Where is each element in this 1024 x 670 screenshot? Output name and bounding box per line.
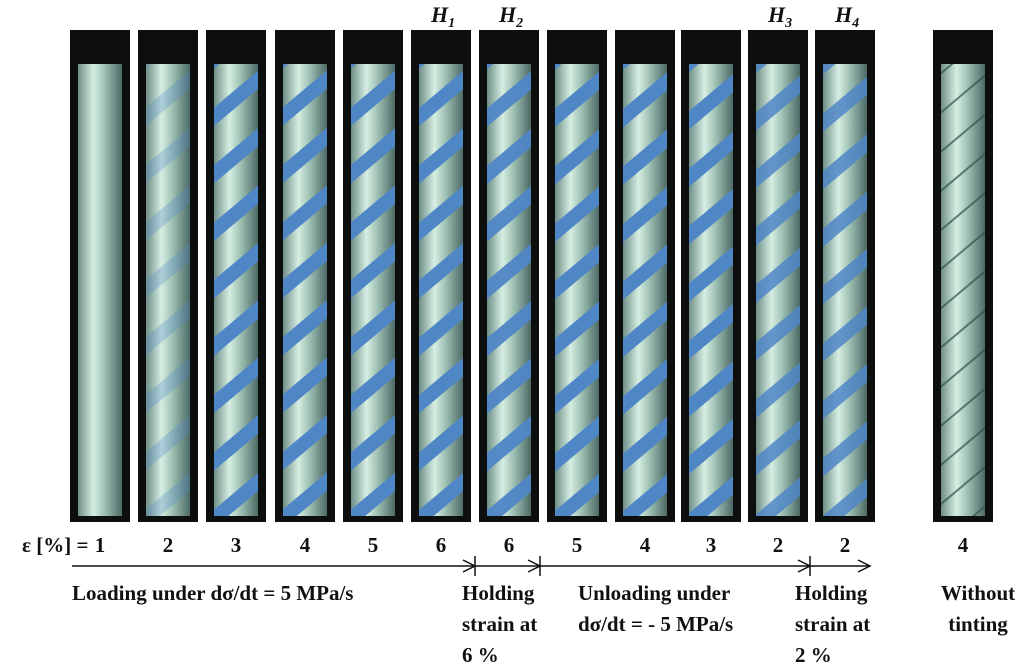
strain-value: 5 [572,533,583,557]
phase-label: strain at [462,612,537,636]
marker-letter: H [834,2,853,27]
bands [487,64,531,516]
phase-label: 6 % [462,643,499,667]
timeline-arrow [72,556,872,576]
phase-label: Without [941,581,1015,605]
phase-label: Loading under dσ/dt = 5 MPa/s [72,581,353,605]
bands [419,64,463,516]
phase-label: Holding [795,581,868,605]
strain-value: 2 [163,533,174,557]
bands [283,64,327,516]
marker-letter: H [767,2,786,27]
phase-label: 2 % [795,643,832,667]
panel-marker: H2 [498,2,523,31]
panel-marker: H3 [767,2,792,31]
strain-value: 2 [840,533,851,557]
phase-label: Holding [462,581,535,605]
strain-value: 3 [706,533,717,557]
strain-value: 6 [436,533,447,557]
strain-value: 4 [300,533,311,557]
phase-label: Unloading under [578,581,730,605]
bands [146,64,190,516]
bands [941,64,985,516]
strain-axis-label: ε [%] = [22,533,88,557]
bands [351,64,395,516]
bands [756,64,800,516]
strain-value: 4 [958,533,969,557]
marker-letter: H [498,2,517,27]
marker-subscript: 4 [851,16,859,31]
marker-subscript: 1 [448,16,455,31]
marker-subscript: 2 [515,16,523,31]
bands [823,64,867,516]
phase-label: strain at [795,612,870,636]
bands [555,64,599,516]
strain-value: 5 [368,533,379,557]
strain-value: 6 [504,533,515,557]
phase-label: dσ/dt = - 5 MPa/s [578,612,733,636]
strain-value: 3 [231,533,242,557]
bands [623,64,667,516]
marker-subscript: 3 [784,16,792,31]
bands [689,64,733,516]
bands [214,64,258,516]
panel-marker: H1 [430,2,455,31]
specimen [78,64,122,516]
strain-value: 4 [640,533,651,557]
panel-marker: H4 [834,2,859,31]
strain-value: 2 [773,533,784,557]
phase-label: tinting [948,612,1008,636]
marker-letter: H [430,2,449,27]
strain-value: 1 [95,533,106,557]
